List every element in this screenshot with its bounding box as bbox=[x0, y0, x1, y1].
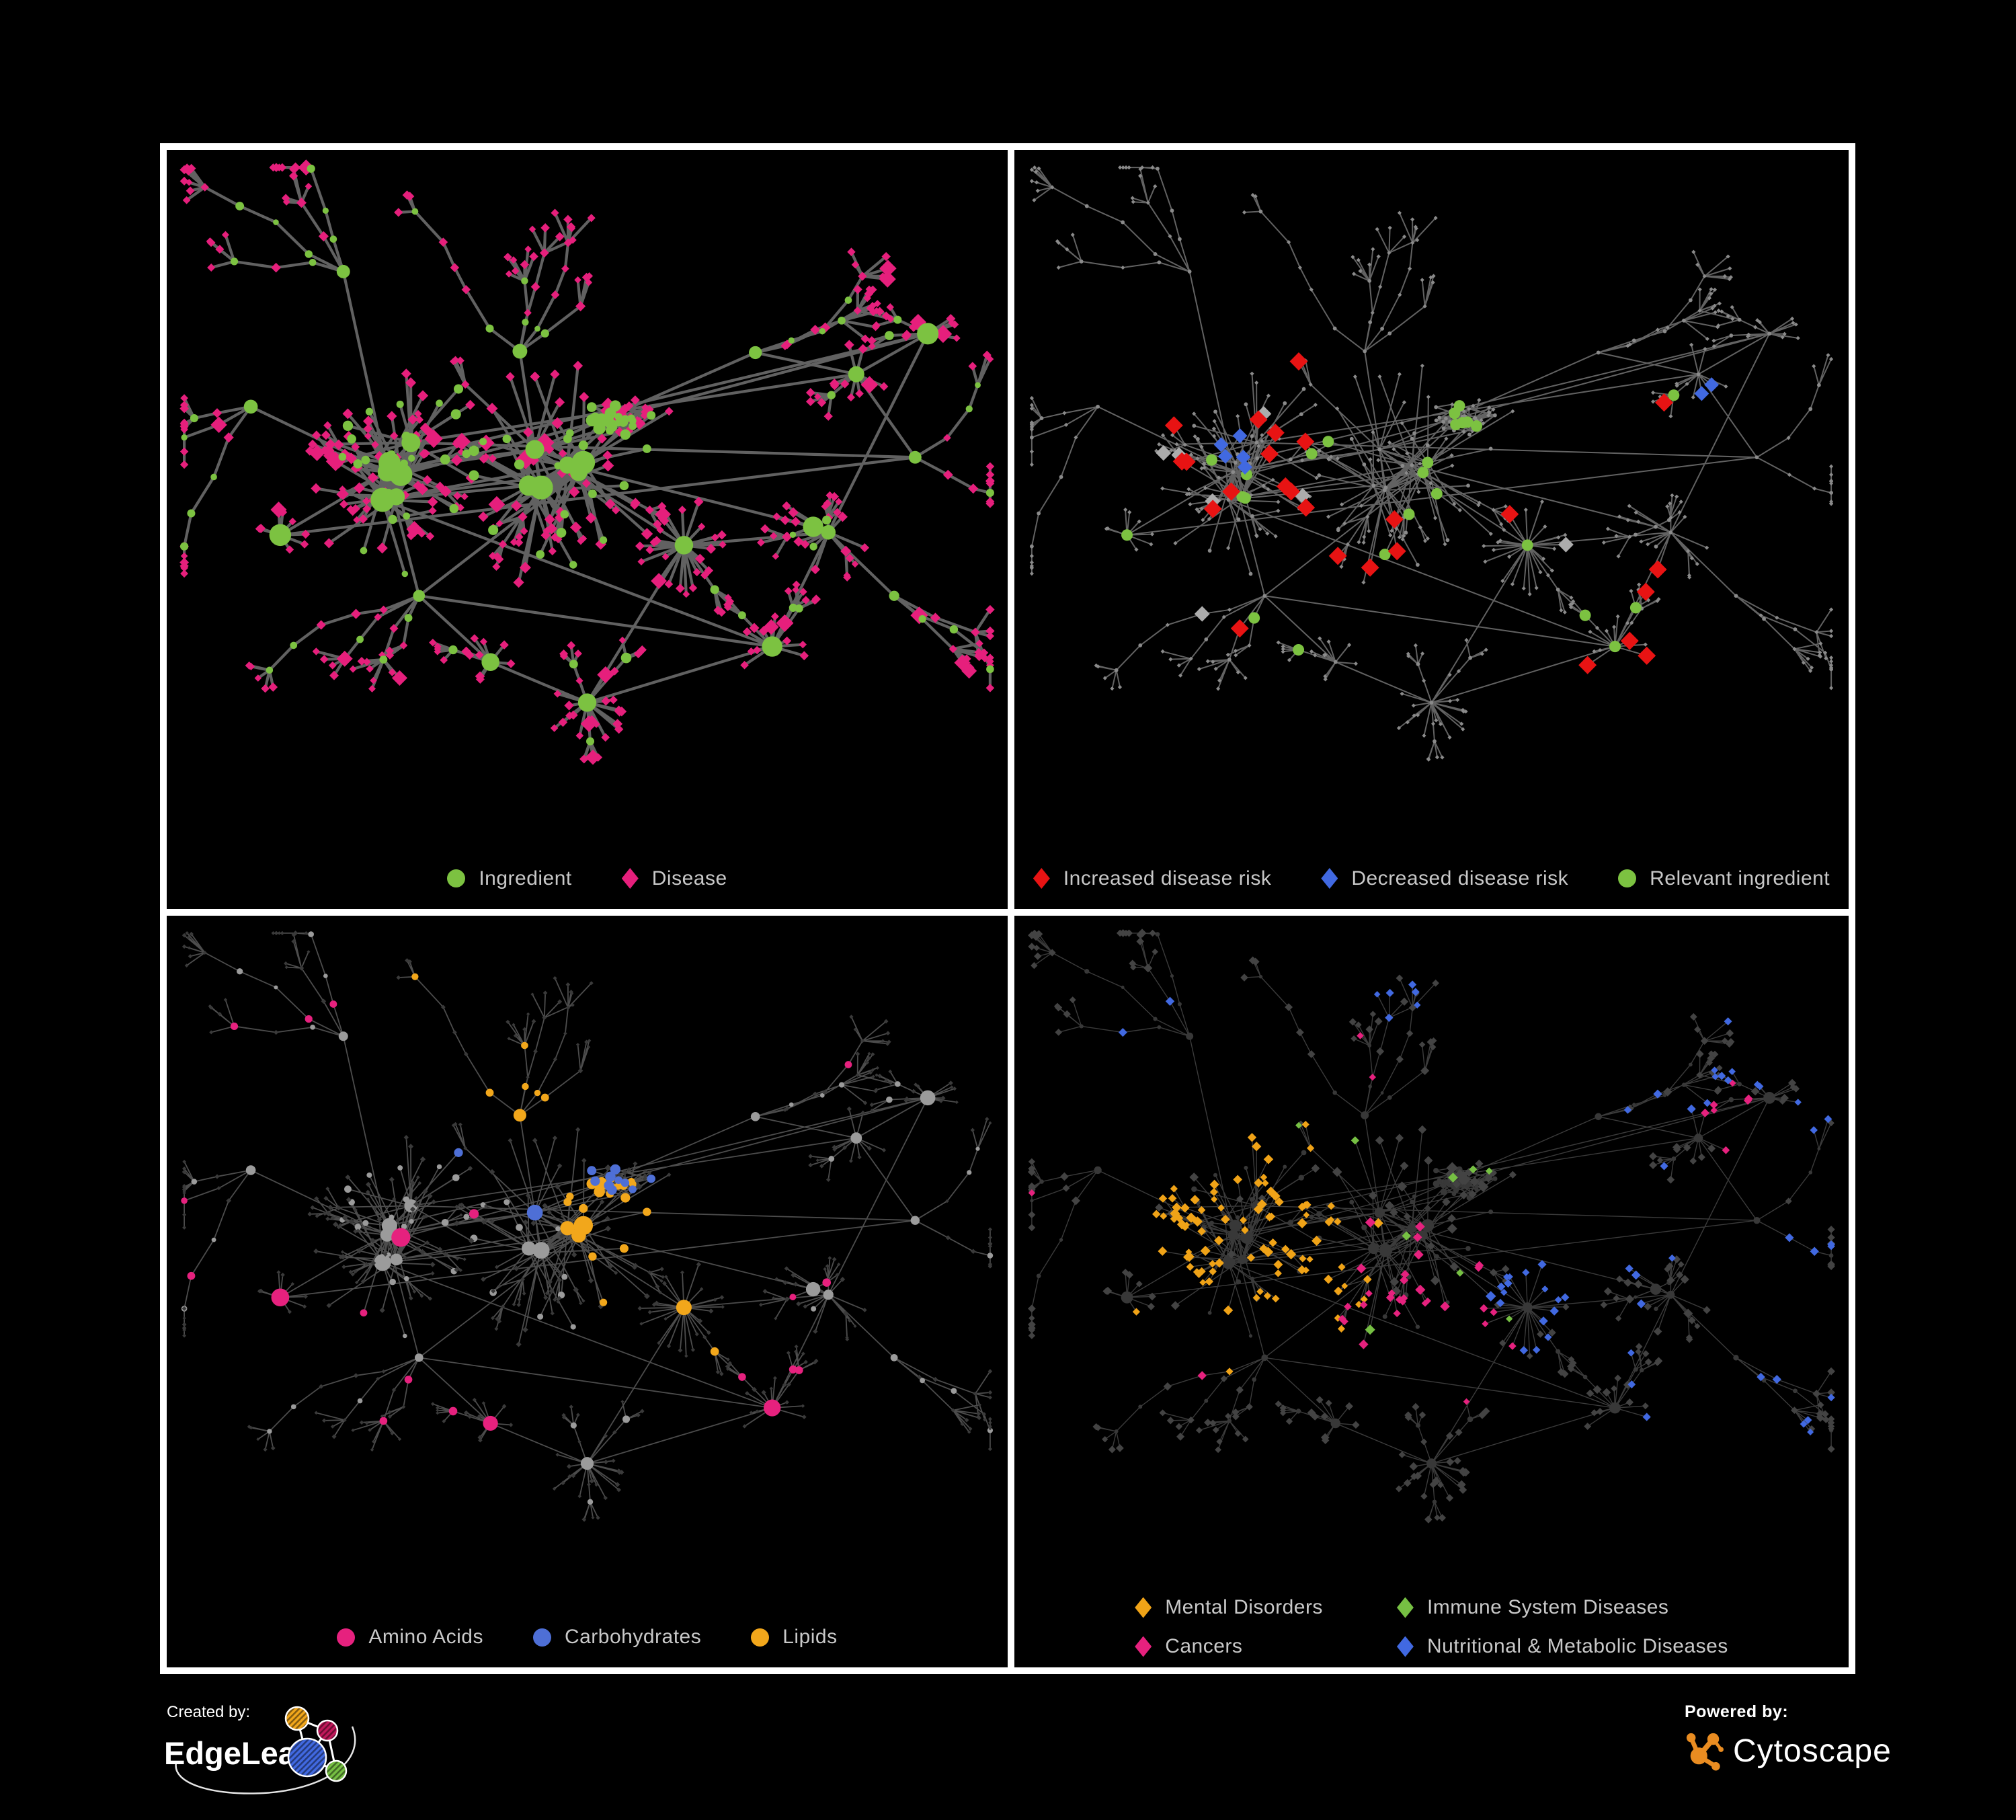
diamond-marker bbox=[621, 868, 639, 889]
legend-item-nutritional-metabolic-diseases: Nutritional & Metabolic Diseases bbox=[1396, 1635, 1728, 1658]
circle-marker bbox=[447, 869, 466, 887]
legend-item-disease: Disease bbox=[621, 867, 727, 890]
network-base-nodes bbox=[179, 159, 995, 765]
legend-label: Amino Acids bbox=[368, 1626, 483, 1648]
legend-disease-risk: Increased disease risk Decreased disease … bbox=[1014, 867, 1849, 890]
edgeleap-logo: Created by: EdgeLeap bbox=[164, 1703, 356, 1794]
legend-macronutrients: Amino Acids Carbohydrates Lipids bbox=[167, 1626, 1008, 1649]
legend-label: Lipids bbox=[782, 1626, 838, 1648]
network-highlight-nodes bbox=[1121, 389, 1680, 656]
legend-item-relevant-ingredient: Relevant ingredient bbox=[1618, 867, 1830, 890]
powered-by-label: Powered by: bbox=[1685, 1702, 1789, 1721]
network-disease-risk bbox=[1029, 165, 1834, 762]
legend-label: Increased disease risk bbox=[1063, 867, 1272, 889]
legend-label: Nutritional & Metabolic Diseases bbox=[1426, 1635, 1728, 1657]
network-macronutrients bbox=[181, 930, 994, 1521]
network-base-nodes bbox=[1027, 928, 1836, 1524]
network-ingredient-disease bbox=[179, 159, 995, 765]
panel-ingredient-disease: Ingredient Disease bbox=[167, 150, 1008, 909]
network-highlight-nodes bbox=[179, 164, 994, 746]
legend-ingredient-disease: Ingredient Disease bbox=[167, 867, 1008, 890]
legend-label: Decreased disease risk bbox=[1351, 867, 1569, 889]
circle-marker bbox=[337, 1628, 356, 1647]
diamond-marker bbox=[1033, 868, 1050, 889]
legend-label: Mental Disorders bbox=[1165, 1596, 1323, 1618]
legend-item-cancers: Cancers bbox=[1135, 1635, 1242, 1658]
network-highlight-nodes bbox=[1164, 352, 1673, 674]
legend-label: Disease bbox=[651, 867, 727, 889]
circle-marker bbox=[1618, 869, 1637, 887]
edgeleap-swoosh-line bbox=[175, 1726, 356, 1794]
diamond-marker bbox=[1321, 868, 1338, 889]
edgeleap-attribution: Created by: EdgeLeap bbox=[161, 1697, 383, 1811]
legend-item-lipids: Lipids bbox=[751, 1626, 837, 1649]
legend-item-amino-acids: Amino Acids bbox=[337, 1626, 483, 1649]
diamond-marker bbox=[1135, 1597, 1152, 1618]
legend-disease-categories: Mental Disorders Immune System Diseases Ca… bbox=[1014, 1596, 1849, 1658]
legend-item-decreased-disease-risk: Decreased disease risk bbox=[1321, 867, 1568, 890]
network-highlight-nodes bbox=[454, 1148, 656, 1220]
panel-macronutrients: Amino Acids Carbohydrates Lipids bbox=[167, 908, 1008, 1668]
legend-item-ingredient: Ingredient bbox=[447, 867, 571, 890]
legend-label: Ingredient bbox=[479, 867, 572, 889]
diamond-marker bbox=[1396, 1636, 1414, 1657]
cytoscape-attribution: Powered by: Cytoscape bbox=[1685, 1702, 1892, 1774]
legend-label: Immune System Diseases bbox=[1426, 1596, 1669, 1618]
figure-grid: Ingredient Disease Increased disease risk… bbox=[160, 143, 1855, 1674]
network-disease-categories bbox=[1027, 928, 1836, 1524]
diamond-marker bbox=[1396, 1597, 1414, 1618]
edgeleap-logo-nodes bbox=[284, 1706, 348, 1782]
panel-disease-categories: Mental Disorders Immune System Diseases Ca… bbox=[1008, 908, 1849, 1667]
panel-disease-risk: Increased disease risk Decreased disease … bbox=[1008, 150, 1849, 909]
diamond-marker bbox=[1135, 1636, 1152, 1657]
circle-marker bbox=[532, 1628, 551, 1647]
network-base-nodes bbox=[181, 930, 994, 1521]
cytoscape-wordmark: Cytoscape bbox=[1733, 1733, 1892, 1769]
created-by-label: Created by: bbox=[167, 1703, 250, 1721]
cytoscape-icon bbox=[1686, 1733, 1724, 1771]
legend-item-mental-disorders: Mental Disorders bbox=[1135, 1596, 1323, 1619]
legend-label: Carbohydrates bbox=[564, 1626, 702, 1648]
legend-item-carbohydrates: Carbohydrates bbox=[532, 1626, 702, 1649]
network-highlight-nodes bbox=[181, 973, 852, 1431]
network-highlight-nodes bbox=[1028, 980, 1835, 1435]
legend-item-increased-disease-risk: Increased disease risk bbox=[1033, 867, 1271, 890]
circle-marker bbox=[751, 1628, 770, 1647]
legend-item-immune-system-diseases: Immune System Diseases bbox=[1396, 1596, 1669, 1619]
legend-label: Relevant ingredient bbox=[1650, 867, 1830, 889]
legend-label: Cancers bbox=[1165, 1635, 1243, 1657]
